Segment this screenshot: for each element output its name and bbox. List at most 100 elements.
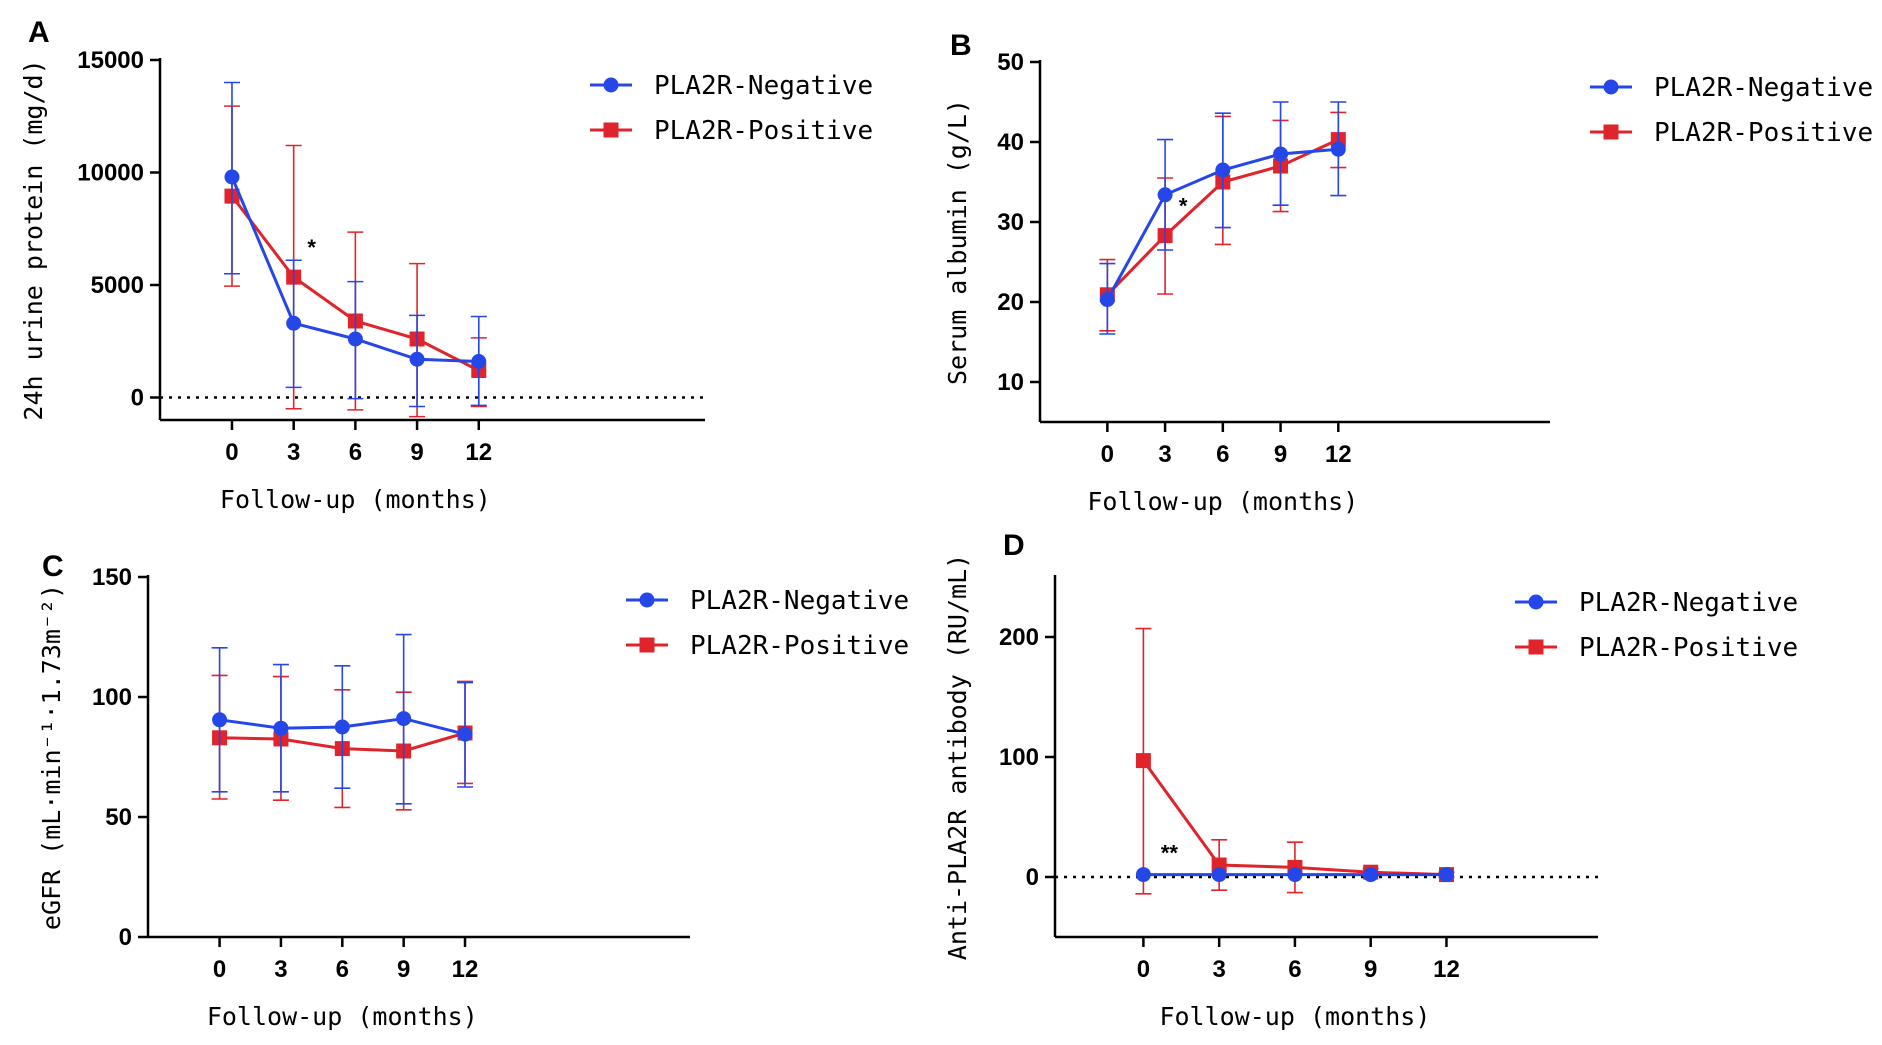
series-negative: [223, 81, 487, 408]
x-tick-label: 0: [1101, 441, 1114, 468]
legend-label: PLA2R-Positive: [1654, 118, 1873, 148]
data-point: [1215, 162, 1231, 178]
panel-letter: D: [1003, 529, 1025, 562]
y-tick-label: 100: [92, 684, 132, 711]
x-tick-label: 9: [397, 956, 410, 983]
data-point: [273, 720, 289, 736]
legend-marker: [603, 122, 619, 138]
y-tick-label: 50: [997, 49, 1024, 76]
x-tick-label: 6: [1288, 956, 1301, 983]
chart-panel-c: C 0 50 100 150 0 3 6 9 12 Follow-up (months) eGFR (…: [37, 550, 909, 1031]
y-tick-label: 15000: [77, 47, 144, 74]
data-point: [212, 712, 228, 728]
y-axis-title: Serum albumin (g/L): [943, 99, 972, 385]
legend-marker: [603, 77, 619, 93]
x-tick-label: 0: [1137, 956, 1150, 983]
data-point: [1330, 141, 1346, 157]
data-point: [409, 351, 425, 367]
significance-marker: **: [1161, 841, 1179, 866]
y-tick-label: 5000: [91, 272, 144, 299]
y-tick-label: 0: [1026, 864, 1039, 891]
data-point: [396, 711, 412, 727]
legend-label: PLA2R-Positive: [1579, 633, 1798, 663]
legend: PLA2R-Negative PLA2R-Positive: [626, 586, 909, 661]
data-point: [1099, 292, 1115, 308]
legend: PLA2R-Negative PLA2R-Positive: [1590, 73, 1873, 148]
x-tick-label: 3: [1212, 956, 1225, 983]
panel-letter: C: [42, 550, 64, 583]
data-point: [457, 726, 473, 742]
y-tick-label: 30: [997, 209, 1024, 236]
data-point: [347, 331, 363, 347]
x-tick-label: 12: [1433, 956, 1460, 983]
series-negative: [1135, 867, 1454, 883]
chart-panel-a: A 0 5000 10000 15000 0 3 6 9 12 Follow-up (months)…: [19, 16, 873, 514]
data-point: [1157, 187, 1173, 203]
x-axis-title: Follow-up (months): [1087, 487, 1358, 516]
data-point: [1273, 146, 1289, 162]
legend: PLA2R-Negative PLA2R-Positive: [1515, 588, 1798, 663]
y-tick-label: 100: [999, 744, 1039, 771]
data-point: [1287, 867, 1303, 883]
series-negative: [1099, 101, 1347, 335]
y-tick-label: 40: [997, 129, 1024, 156]
series-negative: [211, 633, 474, 805]
y-tick-label: 150: [92, 564, 132, 591]
x-axis-title: Follow-up (months): [1159, 1002, 1430, 1031]
x-tick-label: 6: [336, 956, 349, 983]
data-point: [1211, 867, 1227, 883]
legend-label: PLA2R-Negative: [654, 71, 873, 101]
x-tick-label: 6: [1216, 441, 1229, 468]
x-axis-title: Follow-up (months): [207, 1002, 478, 1031]
series-positive: [1135, 627, 1455, 895]
data-point: [334, 719, 350, 735]
panel-letter: A: [28, 16, 50, 49]
y-tick-label: 0: [119, 924, 132, 951]
x-tick-label: 12: [1325, 441, 1352, 468]
x-tick-label: 12: [465, 439, 492, 466]
x-tick-label: 0: [225, 439, 238, 466]
data-point: [471, 354, 487, 369]
y-tick-label: 0: [131, 385, 144, 412]
x-tick-label: 9: [410, 439, 423, 466]
x-tick-label: 9: [1364, 956, 1377, 983]
data-point: [286, 315, 302, 331]
legend-label: PLA2R-Positive: [654, 116, 873, 146]
legend-marker: [639, 637, 655, 653]
legend-label: PLA2R-Negative: [690, 586, 909, 616]
y-tick-label: 20: [997, 289, 1024, 316]
data-point: [224, 169, 240, 185]
legend-marker: [1603, 79, 1619, 95]
legend-label: PLA2R-Negative: [1654, 73, 1873, 103]
data-point: [1135, 867, 1151, 883]
legend-marker: [1528, 639, 1544, 655]
legend-marker: [1603, 124, 1619, 140]
y-tick-label: 10000: [77, 160, 144, 187]
y-tick-label: 50: [105, 804, 132, 831]
x-tick-label: 9: [1274, 441, 1287, 468]
panel-letter: B: [950, 29, 972, 62]
legend-marker: [1528, 594, 1544, 610]
y-axis-title: eGFR (mL·min⁻¹·1.73m⁻²): [37, 584, 66, 930]
x-tick-label: 3: [274, 956, 287, 983]
significance-marker: *: [307, 235, 316, 260]
data-point: [1363, 867, 1379, 883]
y-axis-title: Anti-PLA2R antibody (RU/mL): [943, 554, 972, 960]
chart-panel-b: B 10 20 30 40 50 0 3 6 9 12 Follow-up (months) Serum…: [943, 29, 1873, 516]
x-tick-label: 0: [213, 956, 226, 983]
x-tick-label: 3: [1158, 441, 1171, 468]
x-tick-label: 6: [349, 439, 362, 466]
significance-marker: *: [1179, 194, 1188, 219]
legend-label: PLA2R-Negative: [1579, 588, 1798, 618]
legend-label: PLA2R-Positive: [690, 631, 909, 661]
x-tick-label: 12: [452, 956, 479, 983]
data-point: [1135, 753, 1151, 769]
legend-marker: [639, 592, 655, 608]
y-tick-label: 200: [999, 624, 1039, 651]
y-axis-title: 24h urine protein (mg/d): [19, 59, 48, 420]
data-point: [1438, 867, 1454, 883]
legend: PLA2R-Negative PLA2R-Positive: [590, 71, 873, 146]
y-tick-label: 10: [997, 369, 1024, 396]
